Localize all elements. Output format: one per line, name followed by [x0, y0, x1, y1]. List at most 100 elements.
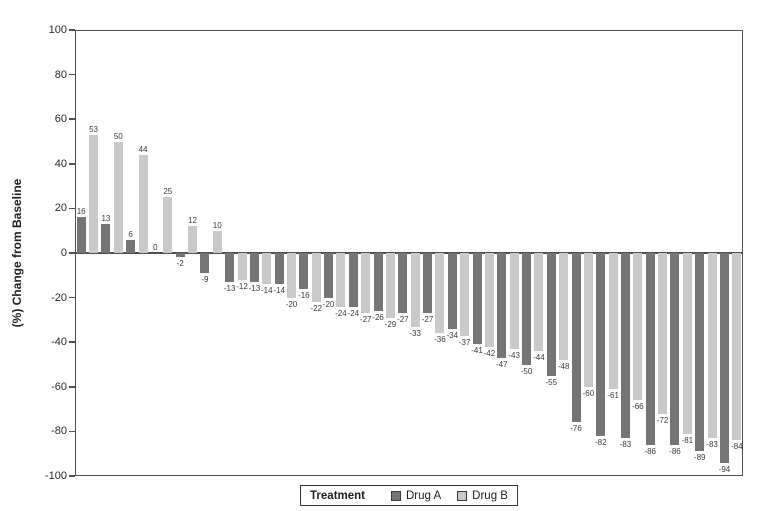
- bar-value-label: -42: [483, 348, 496, 358]
- y-tick-label: -20: [51, 291, 67, 304]
- bar: [732, 253, 742, 441]
- y-tick-label: 100: [48, 24, 67, 36]
- bar-value-label: -84: [731, 442, 743, 452]
- bar-value-label: 44: [138, 144, 148, 154]
- bar-value-label: -83: [706, 440, 718, 450]
- y-tick-label: 0: [60, 247, 67, 259]
- bar-value-label: -20: [285, 299, 298, 309]
- bar: [645, 253, 655, 445]
- bar-value-label: -16: [298, 290, 310, 300]
- bar: [571, 253, 581, 423]
- y-tick-mark: [69, 118, 75, 120]
- bar: [398, 253, 408, 314]
- y-tick-mark: [69, 296, 75, 299]
- bar-value-label: -37: [458, 337, 471, 347]
- y-tick-label: -40: [51, 336, 67, 349]
- bar-value-label: -81: [681, 435, 694, 445]
- bar-value-label: -60: [582, 388, 595, 398]
- bar: [719, 253, 729, 463]
- bar-value-label: -86: [644, 446, 656, 456]
- bar: [658, 253, 668, 414]
- y-tick-label: 20: [54, 202, 67, 215]
- bar: [299, 253, 309, 289]
- bar-value-label: -26: [372, 312, 384, 322]
- bar-value-label: -86: [669, 446, 681, 456]
- zero-baseline: [75, 252, 743, 254]
- bar: [633, 253, 643, 401]
- bar-value-label: 53: [89, 124, 98, 134]
- y-tick-label: -60: [51, 380, 67, 393]
- bar: [707, 253, 717, 439]
- bar: [274, 253, 284, 285]
- bar: [336, 253, 346, 307]
- bar-value-label: -33: [409, 328, 421, 338]
- bar-value-label: -50: [520, 366, 533, 376]
- bar: [460, 253, 470, 336]
- y-tick-mark: [69, 252, 75, 254]
- legend-title: Treatment: [310, 489, 365, 502]
- bar-value-label: -24: [335, 308, 347, 318]
- bar-value-label: -27: [359, 315, 372, 325]
- bar-value-label: -22: [310, 304, 322, 314]
- bar: [200, 253, 210, 274]
- bar: [348, 253, 358, 307]
- bar: [113, 141, 123, 253]
- y-tick-mark: [69, 29, 75, 31]
- bar: [101, 224, 111, 253]
- y-tick-label: -80: [51, 425, 67, 438]
- bar: [435, 253, 445, 334]
- bar-value-label: -14: [260, 286, 273, 296]
- bar: [175, 253, 185, 258]
- bar: [546, 253, 556, 376]
- bar: [249, 253, 259, 282]
- bar: [361, 253, 371, 314]
- y-tick-label: 40: [54, 157, 67, 170]
- legend-label-drug-a: Drug A: [406, 489, 442, 502]
- plot-area: 16 53 13 50 6 44 0 25 -2 12 -9 10 -13 -12 -13 -14 -14 -20…: [75, 30, 743, 476]
- bar: [534, 253, 544, 352]
- bar-value-label: -44: [533, 353, 545, 363]
- bar-value-label: -13: [223, 283, 236, 293]
- y-tick-mark: [69, 163, 75, 165]
- bar: [472, 253, 482, 345]
- bar-value-label: -13: [248, 283, 261, 293]
- bar-value-label: 12: [188, 216, 197, 226]
- bar-value-label: -82: [594, 437, 607, 447]
- bar-value-label: -27: [397, 315, 409, 325]
- bar: [484, 253, 494, 347]
- y-tick-mark: [69, 430, 75, 433]
- bar: [89, 134, 99, 253]
- bar: [447, 253, 457, 329]
- drug-a-swatch-icon: [391, 490, 401, 501]
- bar-value-label: 6: [128, 229, 133, 239]
- bar: [138, 154, 148, 253]
- bar-value-label: -27: [421, 315, 434, 325]
- bar: [76, 217, 86, 253]
- bar-value-label: -34: [446, 330, 459, 340]
- bar: [670, 253, 680, 445]
- bar: [163, 197, 173, 253]
- bar: [423, 253, 433, 314]
- bar-value-label: -29: [384, 319, 397, 329]
- bar-value-label: -20: [322, 299, 335, 309]
- bar-value-label: 0: [153, 243, 158, 252]
- bar: [262, 253, 272, 285]
- bar: [237, 253, 247, 280]
- bar: [324, 253, 334, 298]
- bar-value-label: -14: [273, 286, 285, 296]
- bar: [522, 253, 532, 365]
- bar: [410, 253, 420, 327]
- bar: [509, 253, 519, 349]
- bar-value-label: -41: [471, 346, 483, 356]
- bar-value-label: -72: [656, 415, 669, 425]
- y-axis-title: (%) Change from Baseline: [10, 178, 24, 328]
- bar-value-label: -2: [176, 259, 184, 269]
- y-tick-mark: [69, 341, 75, 343]
- bar-value-label: -47: [495, 359, 508, 369]
- bar-value-label: 50: [113, 131, 123, 141]
- bar: [212, 230, 222, 253]
- bar: [385, 253, 395, 318]
- y-tick-label: 60: [54, 113, 67, 126]
- y-tick-mark: [69, 475, 75, 477]
- bar: [620, 253, 630, 439]
